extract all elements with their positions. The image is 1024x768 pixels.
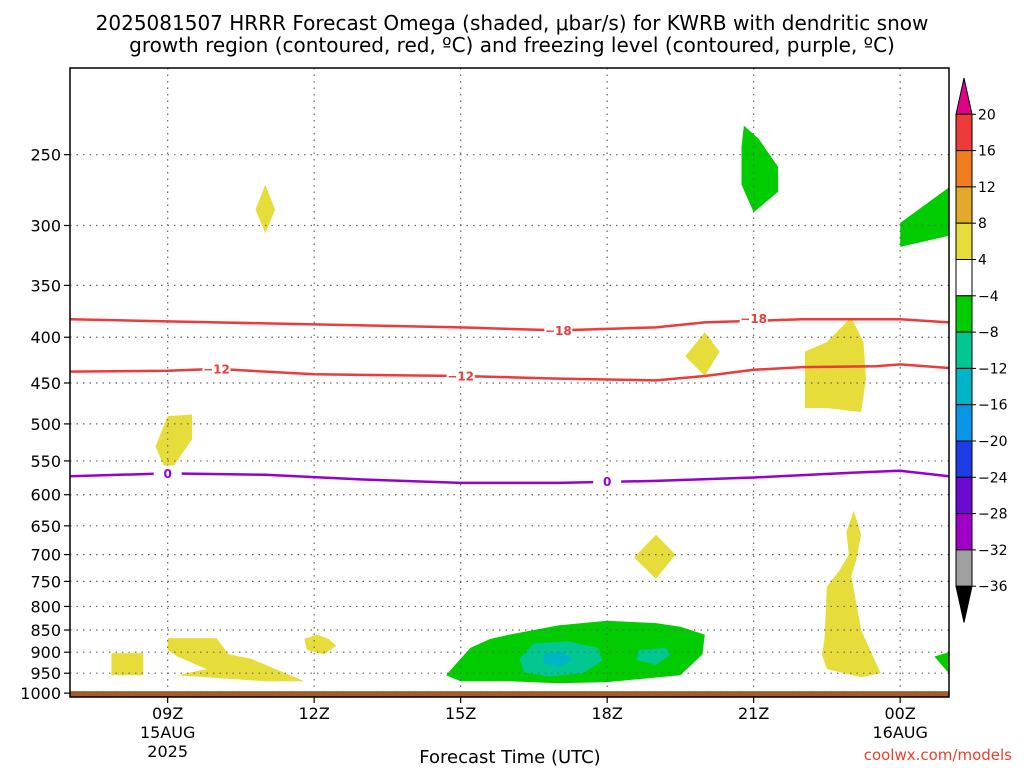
omega-region-11 bbox=[934, 652, 949, 674]
colorbar-label: 20 bbox=[978, 107, 996, 123]
colorbar-label: −20 bbox=[978, 434, 1008, 450]
contour-label-bg-1-1 bbox=[446, 368, 475, 385]
omega-region-5 bbox=[822, 510, 881, 678]
contour-label-bg-0-1 bbox=[739, 310, 768, 327]
contour-line-2 bbox=[70, 469, 949, 485]
contour-label: −12 bbox=[447, 370, 474, 384]
colorbar-label: 4 bbox=[978, 253, 987, 269]
colorbar-bottom-triangle bbox=[955, 585, 973, 623]
colorbar: 20 16 12 8 4 −4 −8 −12 −16 −20 −24 −28 −32 −36 bbox=[955, 77, 1008, 623]
colorbar-swatch-2 bbox=[955, 150, 973, 188]
colorbar-label: 16 bbox=[978, 144, 996, 160]
colorbar-swatch-1 bbox=[955, 113, 973, 152]
x-tick-label: 00Z bbox=[885, 704, 916, 723]
colorbar-swatch-11 bbox=[955, 476, 973, 515]
x-tick-date: 16AUG bbox=[872, 723, 927, 742]
x-tick-label: 21Z bbox=[738, 704, 769, 723]
colorbar-swatch-9 bbox=[955, 404, 973, 442]
y-tick-label: 950 bbox=[30, 664, 61, 683]
colorbar-label: −4 bbox=[978, 289, 999, 305]
contour-label-bg-2-0 bbox=[153, 465, 182, 482]
y-tick-label: 600 bbox=[30, 486, 61, 505]
omega-region-10 bbox=[900, 187, 949, 247]
colorbar-swatch-13 bbox=[955, 549, 973, 587]
colorbar-label: −36 bbox=[978, 579, 1008, 595]
x-tick-date: 15AUG bbox=[140, 723, 195, 742]
y-tick-label: 750 bbox=[30, 572, 61, 591]
colorbar-swatch-5 bbox=[955, 259, 973, 297]
y-tick-label: 400 bbox=[30, 328, 61, 347]
y-tick-label: 300 bbox=[30, 216, 61, 235]
colorbar-label: 8 bbox=[978, 216, 987, 232]
contour-label: −18 bbox=[545, 324, 572, 338]
colorbar-label: 12 bbox=[978, 180, 996, 196]
colorbar-label: −8 bbox=[978, 325, 999, 341]
x-tick-label: 12Z bbox=[299, 704, 330, 723]
y-tick-label: 450 bbox=[30, 374, 61, 393]
contour-label: 0 bbox=[603, 475, 611, 489]
colorbar-top-triangle bbox=[955, 77, 973, 115]
omega-region-1 bbox=[155, 414, 193, 475]
omega-region-7 bbox=[167, 638, 305, 682]
omega-region-8 bbox=[304, 634, 337, 655]
y-tick-label: 800 bbox=[30, 597, 61, 616]
colorbar-label: −32 bbox=[978, 543, 1008, 559]
omega-region-4 bbox=[634, 534, 676, 579]
plot-content: −18 −18 −12 −12 0 0 bbox=[70, 68, 949, 697]
y-tick-label: 550 bbox=[30, 452, 61, 471]
contour-label-bg-2-1 bbox=[593, 473, 622, 490]
chart-title-line-2: growth region (contoured, red, ºC) and f… bbox=[129, 33, 895, 57]
x-tick-label: 18Z bbox=[592, 704, 623, 723]
contour-label-bg-1-0 bbox=[202, 360, 231, 377]
colorbar-label: −12 bbox=[978, 361, 1008, 377]
contour-line-0 bbox=[70, 318, 949, 332]
omega-region-9 bbox=[741, 125, 779, 213]
contour-label: −18 bbox=[740, 312, 767, 326]
plot-area: −18 −18 −12 −12 0 0 bbox=[69, 67, 950, 698]
omega-region-15 bbox=[543, 652, 573, 667]
colorbar-swatch-6 bbox=[955, 295, 973, 333]
ground-fill bbox=[70, 691, 949, 697]
omega-region-2 bbox=[685, 332, 720, 376]
colorbar-swatch-8 bbox=[955, 367, 973, 406]
chart-title: 2025081507 HRRR Forecast Omega (shaded, … bbox=[96, 11, 929, 57]
colorbar-swatch-7 bbox=[955, 331, 973, 369]
colorbar-swatch-3 bbox=[955, 186, 973, 224]
y-tick-label: 250 bbox=[30, 146, 61, 165]
y-tick-label: 1000 bbox=[20, 684, 61, 703]
omega-region-3 bbox=[804, 317, 866, 413]
x-tick-year: 2025 bbox=[147, 742, 188, 761]
y-tick-label: 850 bbox=[30, 621, 61, 640]
omega-region-6 bbox=[111, 653, 144, 676]
credit-text: coolwx.com/models bbox=[864, 746, 1012, 764]
y-tick-label: 900 bbox=[30, 643, 61, 662]
contour-label-bg-0-0 bbox=[544, 322, 573, 339]
colorbar-label: −24 bbox=[978, 470, 1008, 486]
contour-label: 0 bbox=[163, 467, 171, 481]
y-tick-label: 350 bbox=[30, 276, 61, 295]
y-tick-label: 500 bbox=[30, 415, 61, 434]
y-tick-label: 650 bbox=[30, 517, 61, 536]
chart-title-line-1: 2025081507 HRRR Forecast Omega (shaded, … bbox=[96, 11, 929, 35]
y-tick-label: 700 bbox=[30, 546, 61, 565]
contour-label: −12 bbox=[203, 362, 230, 376]
colorbar-label: −28 bbox=[978, 507, 1008, 523]
x-tick-label: 15Z bbox=[445, 704, 476, 723]
omega-region-0 bbox=[255, 184, 276, 234]
x-axis-label: Forecast Time (UTC) bbox=[419, 747, 600, 768]
x-tick-label: 09Z bbox=[152, 704, 183, 723]
y-axis: 250 300 350 400 450 500 550 600 650 700 750 800 850 9… bbox=[20, 146, 70, 703]
colorbar-swatch-12 bbox=[955, 513, 973, 551]
colorbar-swatch-4 bbox=[955, 222, 973, 260]
colorbar-label: −16 bbox=[978, 398, 1008, 414]
colorbar-swatch-10 bbox=[955, 440, 973, 478]
